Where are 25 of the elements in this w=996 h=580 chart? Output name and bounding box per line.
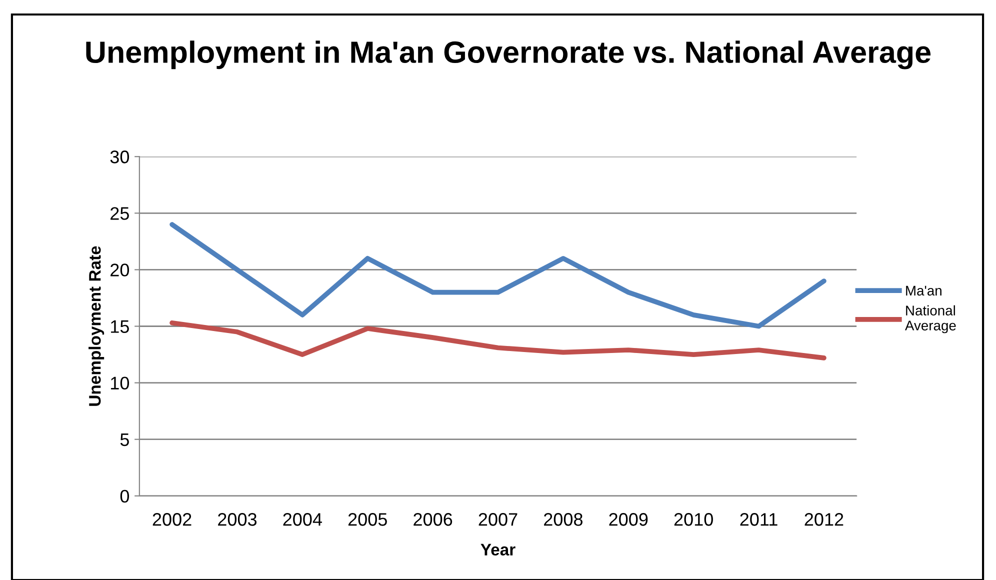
x-tick-label: 2002 [152,513,192,526]
line-series [170,320,826,360]
line-series [170,222,826,329]
x-tick-label: 2010 [674,513,713,526]
y-tick-label: 0 [120,490,130,503]
legend-label: National Average [904,305,956,334]
x-tick-label: 2004 [283,513,322,526]
x-tick-label: 2012 [804,513,844,526]
legend-label: Ma'an [906,286,942,296]
y-tick-label: 10 [111,376,130,390]
chart-title: Unemployment in Ma'an Governorate vs. National Average [86,40,931,70]
x-tick-label: 2009 [609,513,648,526]
y-axis-title: Unemployment Rate [88,246,104,406]
y-tick-label: 15 [111,320,129,333]
y-tick-label: 5 [120,433,129,446]
x-axis-title: Year [480,544,516,556]
x-tick-label: 2007 [478,513,518,526]
y-tick-label: 20 [110,264,130,276]
y-tick-label: 25 [110,207,129,220]
x-tick-label: 2005 [348,513,387,526]
x-tick-label: 2011 [740,513,778,526]
y-tick-label: 30 [110,150,130,164]
x-tick-label: 2003 [218,513,257,526]
x-tick-label: 2006 [414,513,452,526]
x-tick-label: 2008 [544,513,582,526]
